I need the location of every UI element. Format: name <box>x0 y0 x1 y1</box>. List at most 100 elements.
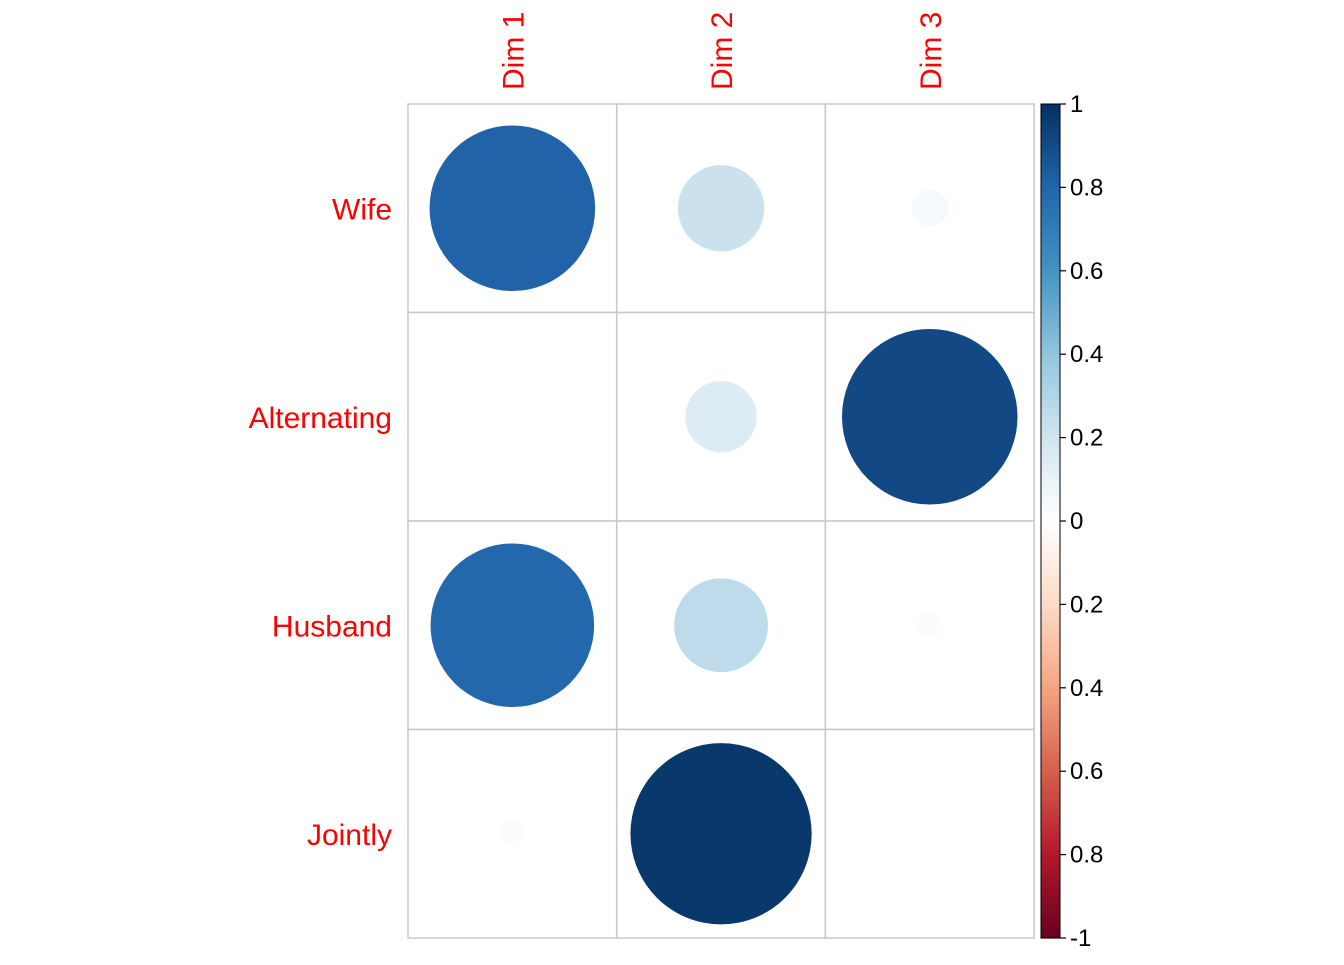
colorbar-segment <box>1041 370 1060 376</box>
colorbar-segment <box>1041 412 1060 418</box>
colorbar-segment <box>1041 199 1060 205</box>
colorbar-segment <box>1041 696 1060 701</box>
colorbar-segment <box>1041 500 1060 505</box>
colorbar-segment <box>1041 896 1060 902</box>
colorbar-segment <box>1041 283 1060 289</box>
colorbar-segment <box>1041 454 1060 460</box>
circle-marks <box>429 125 1018 925</box>
colorbar-segment <box>1041 879 1060 885</box>
correlation-circle <box>841 328 1018 505</box>
correlation-circle <box>916 612 943 639</box>
correlation-circle <box>685 381 757 453</box>
colorbar-segment <box>1041 137 1060 143</box>
colorbar-segment <box>1041 762 1060 768</box>
colorbar-segment <box>1041 174 1060 180</box>
colorbar-segment <box>1041 912 1060 918</box>
colorbar-segment <box>1041 525 1060 530</box>
colorbar-segment <box>1041 512 1060 518</box>
column-label: Dim 3 <box>915 12 948 90</box>
colorbar-segment <box>1041 750 1060 756</box>
column-label: Dim 2 <box>706 12 739 90</box>
colorbar-segment <box>1041 579 1060 585</box>
colorbar-segment <box>1041 787 1060 793</box>
colorbar-segment <box>1041 504 1060 510</box>
correlation-circle <box>677 165 765 252</box>
colorbar-segment <box>1041 145 1060 151</box>
colorbar-segment <box>1041 666 1060 672</box>
colorbar-segment <box>1041 537 1060 543</box>
colorbar-segment <box>1041 883 1060 889</box>
colorbar-segment <box>1041 862 1060 868</box>
colorbar-segment <box>1041 904 1060 910</box>
colorbar-segment <box>1041 516 1060 522</box>
row-label: Jointly <box>307 819 392 852</box>
colorbar-segment <box>1041 825 1060 831</box>
colorbar-tick-label: 0.8 <box>1070 842 1103 869</box>
colorbar-segment <box>1041 817 1060 822</box>
colorbar-segment <box>1041 170 1060 176</box>
colorbar-segment <box>1041 191 1060 197</box>
row-label: Wife <box>332 193 392 226</box>
colorbar-segment <box>1041 254 1060 259</box>
colorbar-segment <box>1041 270 1060 276</box>
colorbar-segment <box>1041 737 1060 743</box>
colorbar-segment <box>1041 450 1060 455</box>
colorbar-segment <box>1041 566 1060 572</box>
colorbar-segment <box>1041 783 1060 789</box>
colorbar-segment <box>1041 404 1060 410</box>
colorbar-segment <box>1041 854 1060 860</box>
colorbar-segment <box>1041 133 1060 138</box>
colorbar-segment <box>1041 495 1060 501</box>
colorbar-segment <box>1041 575 1060 580</box>
colorbar-segment <box>1041 400 1060 405</box>
colorbar-segment <box>1041 312 1060 318</box>
colorbar-segment <box>1041 445 1060 451</box>
colorbar-segment <box>1041 387 1060 393</box>
colorbar-segment <box>1041 291 1060 297</box>
colorbar-segment <box>1041 325 1060 330</box>
colorbar-segment <box>1041 917 1060 922</box>
colorbar-segment <box>1041 433 1060 439</box>
column-labels: Dim 1 Dim 2 Dim 3 <box>497 12 947 90</box>
colorbar-segment <box>1041 458 1060 464</box>
colorbar-tick-label: 0.4 <box>1070 675 1103 702</box>
colorbar-segment <box>1041 295 1060 301</box>
colorbar-segment <box>1041 108 1060 113</box>
row-label: Husband <box>272 610 392 643</box>
colorbar-segment <box>1041 621 1060 626</box>
colorbar-tick-label: 0.6 <box>1070 758 1103 785</box>
colorbar-segment <box>1041 391 1060 397</box>
colorbar-segment <box>1041 662 1060 668</box>
colorbar-segment <box>1041 358 1060 364</box>
colorbar-segment <box>1041 850 1060 856</box>
colorbar-segment <box>1041 350 1060 355</box>
colorbar-segment <box>1041 704 1060 710</box>
colorbar-segment <box>1041 375 1060 380</box>
colorbar-segment <box>1041 687 1060 693</box>
colorbar-segment <box>1041 892 1060 897</box>
colorbar-segment <box>1041 716 1060 722</box>
colorbar-segment <box>1041 249 1060 255</box>
correlation-circle <box>499 820 526 847</box>
column-label: Dim 1 <box>497 12 530 90</box>
colorbar-segment <box>1041 608 1060 614</box>
colorbar-segment <box>1041 521 1060 526</box>
colorbar-segment <box>1041 416 1060 422</box>
colorbar-segment <box>1041 792 1060 797</box>
colorbar-segment <box>1041 900 1060 906</box>
colorbar-segment <box>1041 842 1060 847</box>
colorbar-segment <box>1041 220 1060 226</box>
colorbar-segment <box>1041 320 1060 326</box>
colorbar-segment <box>1041 329 1060 334</box>
colorbar-segment <box>1041 179 1060 184</box>
correlation-circle <box>674 578 768 673</box>
colorbar-segment <box>1041 154 1060 159</box>
colorbar-segment <box>1041 616 1060 622</box>
colorbar-tick-label: 0.2 <box>1070 425 1103 452</box>
colorbar-segment <box>1041 929 1060 935</box>
colorbar-segment <box>1041 641 1060 647</box>
correlation-circle <box>911 189 949 227</box>
colorbar-segment <box>1041 208 1060 214</box>
colorbar-segment <box>1041 475 1060 480</box>
colorbar-segment <box>1041 333 1060 339</box>
